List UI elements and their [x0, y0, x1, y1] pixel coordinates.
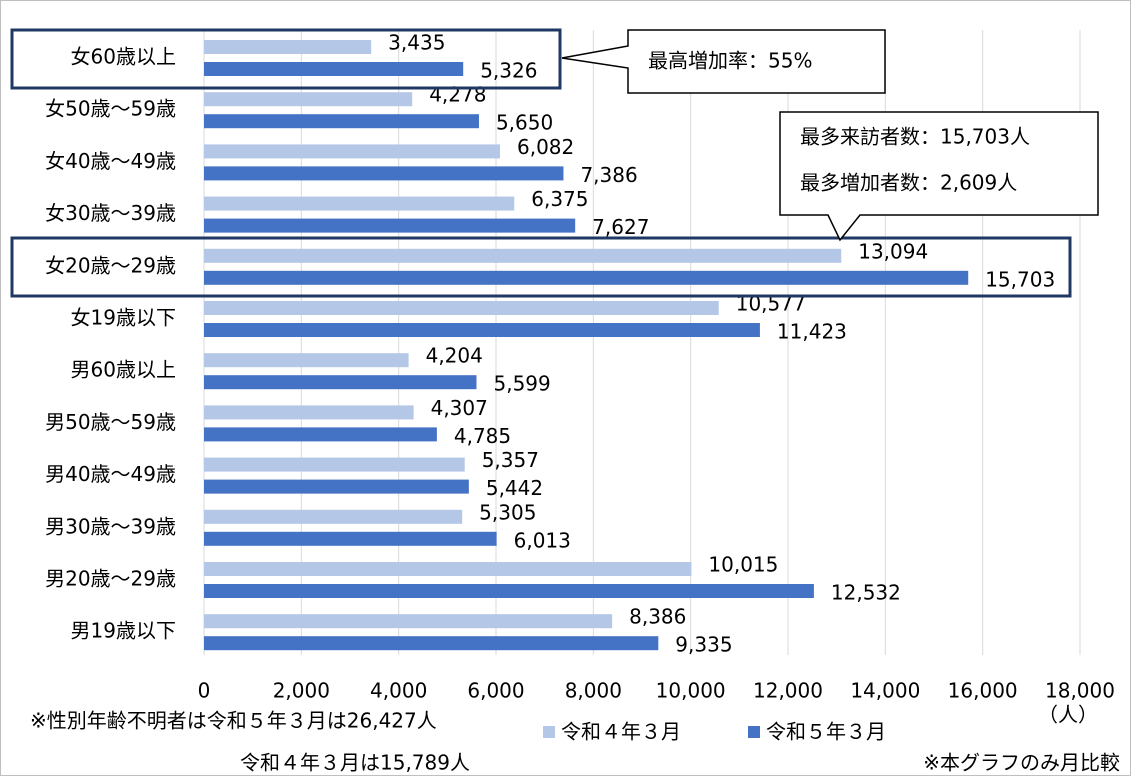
bar — [204, 457, 465, 472]
highlight-box — [10, 236, 1072, 298]
bar — [204, 301, 719, 315]
value-label: 3,435 — [388, 31, 445, 55]
value-label: 15,703 — [985, 267, 1055, 291]
value-label: 9,335 — [675, 633, 732, 657]
bar — [204, 427, 437, 442]
y-tick-label: 男60歳以上 — [71, 358, 176, 382]
annotation: 最高増加率：55% — [648, 49, 812, 73]
y-tick-label: 女50歳～59歳 — [45, 97, 176, 121]
value-label: 12,532 — [831, 581, 901, 605]
x-tick-label: 10,000 — [656, 679, 726, 703]
value-label: 4,307 — [431, 396, 488, 420]
bar — [204, 218, 576, 233]
bar — [204, 323, 760, 337]
highlight-box — [10, 28, 562, 90]
value-label: 5,650 — [496, 111, 553, 135]
annotation: 最多増加者数：2,609人 — [800, 171, 1017, 195]
y-tick-label: 男30歳～39歳 — [45, 514, 176, 538]
value-label: 7,386 — [580, 163, 637, 187]
y-tick-label: 男19歳以下 — [71, 619, 176, 643]
value-label: 7,627 — [592, 215, 649, 239]
value-label: 5,326 — [480, 59, 537, 83]
x-tick-label: 4,000 — [370, 679, 427, 703]
legend-swatch — [748, 726, 760, 738]
y-tick-label: 男40歳～49歳 — [45, 462, 176, 486]
x-unit: （人） — [1038, 703, 1098, 727]
bar — [204, 144, 500, 159]
value-label: 6,082 — [517, 135, 574, 159]
bar — [204, 636, 659, 651]
y-tick-label: 男50歳～59歳 — [45, 410, 176, 434]
bar — [204, 248, 842, 263]
value-label: 4,278 — [429, 83, 486, 107]
value-label: 4,785 — [454, 424, 511, 448]
value-label: 10,015 — [708, 553, 778, 577]
bar — [204, 196, 515, 211]
value-label: 13,094 — [858, 239, 928, 263]
bar — [204, 584, 814, 598]
note: ※本グラフのみ月比較 — [923, 751, 1120, 775]
legend-label: 令和４年３月 — [561, 720, 681, 744]
note: ※性別年齢不明者は令和５年３月は26,427人 — [30, 709, 437, 733]
legend-label: 令和５年３月 — [766, 720, 886, 744]
y-tick-label: 女19歳以下 — [71, 306, 176, 330]
bar — [204, 40, 372, 54]
bar — [204, 531, 497, 546]
x-tick-label: 0 — [198, 679, 211, 703]
callout — [561, 29, 886, 94]
x-tick-label: 8,000 — [565, 679, 622, 703]
bar — [204, 166, 564, 181]
y-tick-label: 女40歳～49歳 — [45, 149, 176, 173]
note: 令和４年３月は15,789人 — [240, 751, 470, 775]
annotation: 最多来訪者数：15,703人 — [800, 125, 1030, 149]
bar — [204, 62, 464, 76]
bar — [204, 479, 469, 494]
value-label: 6,013 — [514, 528, 571, 552]
bar — [204, 375, 477, 390]
y-tick-label: 女30歳～39歳 — [45, 201, 176, 225]
bar — [204, 509, 463, 524]
value-label: 8,386 — [629, 605, 686, 629]
x-tick-label: 16,000 — [948, 679, 1018, 703]
value-label: 5,599 — [493, 372, 550, 396]
value-label: 6,375 — [531, 187, 588, 211]
bar — [204, 114, 479, 129]
bar — [204, 353, 409, 368]
bar — [204, 405, 414, 420]
x-tick-label: 18,000 — [1045, 679, 1115, 703]
y-tick-label: 女60歳以上 — [71, 45, 176, 69]
x-tick-label: 6,000 — [467, 679, 524, 703]
value-label: 5,357 — [482, 448, 539, 472]
x-tick-label: 2,000 — [273, 679, 330, 703]
x-tick-label: 12,000 — [753, 679, 823, 703]
bar — [204, 614, 613, 629]
x-tick-label: 14,000 — [850, 679, 920, 703]
callout — [779, 111, 1099, 242]
value-label: 4,204 — [426, 344, 483, 368]
y-tick-label: 女20歳～29歳 — [45, 253, 176, 277]
legend-swatch — [543, 726, 555, 738]
y-tick-label: 男20歳～29歳 — [45, 567, 176, 591]
bar — [204, 562, 692, 576]
value-label: 5,305 — [479, 500, 536, 524]
value-label: 11,423 — [777, 320, 847, 344]
bar — [204, 92, 413, 107]
value-label: 5,442 — [486, 476, 543, 500]
bar — [204, 270, 969, 285]
